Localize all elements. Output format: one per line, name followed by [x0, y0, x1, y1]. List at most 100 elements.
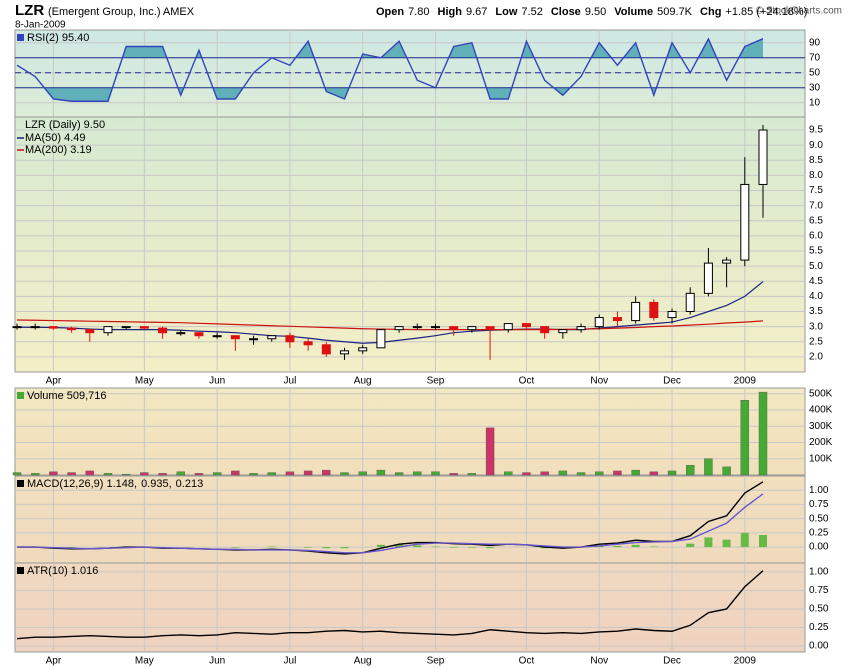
- volume-bar: [758, 391, 768, 476]
- candle-body: [503, 323, 513, 331]
- histogram-bar: [649, 546, 658, 548]
- candle-body: [485, 326, 495, 331]
- histogram-bar: [704, 537, 713, 548]
- candle-body: [30, 326, 40, 329]
- y-tick-label: 50: [809, 67, 821, 78]
- y-tick-label: 3.5: [809, 306, 823, 317]
- volume-bar: [121, 473, 131, 476]
- y-tick-label: 0.75: [809, 585, 829, 596]
- y-tick-label: 4.0: [809, 291, 823, 302]
- volume-bar: [303, 470, 313, 476]
- candle-body: [321, 344, 331, 355]
- x-tick-label: Oct: [519, 656, 535, 667]
- panel: [14, 116, 806, 373]
- volume-bar: [667, 470, 677, 476]
- volume-bar: [249, 473, 258, 476]
- legend-swatch: [17, 34, 24, 41]
- y-tick-label: 1.00: [809, 567, 829, 578]
- stat-value: 7.80: [408, 6, 429, 18]
- x-tick-label: Dec: [663, 656, 681, 667]
- legend-swatch: [17, 567, 24, 574]
- volume-bar: [340, 472, 349, 476]
- x-tick-label: Jun: [209, 656, 225, 667]
- stat-label: Low: [495, 6, 517, 18]
- volume-bar: [376, 469, 386, 476]
- histogram-bar: [67, 547, 76, 548]
- stat-value: 7.52: [521, 6, 542, 18]
- volume-bar: [285, 471, 295, 476]
- y-tick-label: 0.00: [809, 641, 829, 652]
- histogram-bar: [431, 546, 440, 548]
- histogram-bar: [231, 547, 240, 548]
- line: [16, 37, 764, 102]
- company: (Emergent Group, Inc.) AMEX: [48, 6, 195, 18]
- y-tick-label: 1.00: [809, 485, 829, 496]
- y-tick-label: 0.50: [809, 604, 829, 615]
- line: [16, 319, 764, 331]
- y-tick-label: 100K: [809, 453, 833, 464]
- histogram-bar: [267, 546, 276, 548]
- y-tick-label: 200K: [809, 437, 833, 448]
- x-tick-label: May: [135, 656, 154, 667]
- y-tick-label: 2.5: [809, 336, 823, 347]
- y-tick-label: 70: [809, 52, 821, 63]
- candle-body: [376, 329, 386, 349]
- volume-bar: [67, 472, 76, 476]
- volume-bar: [686, 465, 695, 476]
- panel: [14, 387, 806, 476]
- volume-bar: [49, 471, 58, 476]
- y-tick-label: 400K: [809, 405, 833, 416]
- panel-title: LZR (Daily) 9.50: [25, 119, 105, 131]
- source: © StockCharts.com: [756, 6, 842, 17]
- volume-bar: [158, 473, 167, 476]
- histogram-bar: [486, 547, 495, 549]
- candle-body: [176, 332, 186, 335]
- volume-bar: [358, 471, 367, 476]
- volume-bar: [322, 469, 331, 476]
- y-tick-label: 5.0: [809, 261, 823, 272]
- date: 8-Jan-2009: [15, 20, 66, 31]
- panel: [14, 562, 806, 653]
- volume-bar: [704, 458, 713, 476]
- histogram-bar: [449, 547, 458, 548]
- candle-body: [139, 326, 149, 329]
- line: [17, 493, 764, 554]
- candle-body: [303, 341, 313, 346]
- volume-bar: [140, 472, 149, 476]
- x-tick-label: 2009: [734, 376, 757, 387]
- stat-value: 9.50: [585, 6, 606, 18]
- line: [16, 570, 764, 640]
- stat-value: 9.67: [466, 6, 487, 18]
- candle-body: [267, 335, 277, 340]
- candle-body: [285, 335, 295, 343]
- legend-label: ATR(10) 1.016: [27, 565, 98, 577]
- histogram-bar: [340, 547, 349, 549]
- y-tick-label: 7.0: [809, 200, 823, 211]
- volume-bar: [576, 472, 586, 476]
- x-tick-label: Aug: [354, 376, 372, 387]
- candle-body: [540, 326, 550, 334]
- volume-bar: [613, 470, 622, 476]
- volume-bar: [485, 427, 495, 476]
- y-tick-label: 0.25: [809, 622, 829, 633]
- legend-label: Volume 509,716: [27, 390, 107, 402]
- histogram-bar: [413, 545, 422, 548]
- histogram-bar: [467, 547, 476, 548]
- volume-bar: [558, 470, 568, 476]
- y-tick-label: 6.5: [809, 215, 823, 226]
- candle-body: [85, 329, 95, 334]
- legend-label: MA(200) 3.19: [25, 144, 92, 156]
- y-tick-label: 500K: [809, 388, 833, 399]
- volume-bar: [722, 466, 731, 476]
- x-tick-label: Oct: [519, 376, 535, 387]
- candle-body: [430, 326, 440, 329]
- candle-body: [576, 326, 586, 331]
- volume-bar: [212, 472, 222, 476]
- candle-body: [558, 329, 568, 334]
- y-tick-label: 3.0: [809, 321, 823, 332]
- histogram-bar: [376, 544, 385, 548]
- y-tick-label: 5.5: [809, 246, 823, 257]
- y-tick-label: 6.0: [809, 231, 823, 242]
- legend-label: RSI(2) 95.40: [27, 32, 89, 44]
- candle-body: [612, 317, 622, 322]
